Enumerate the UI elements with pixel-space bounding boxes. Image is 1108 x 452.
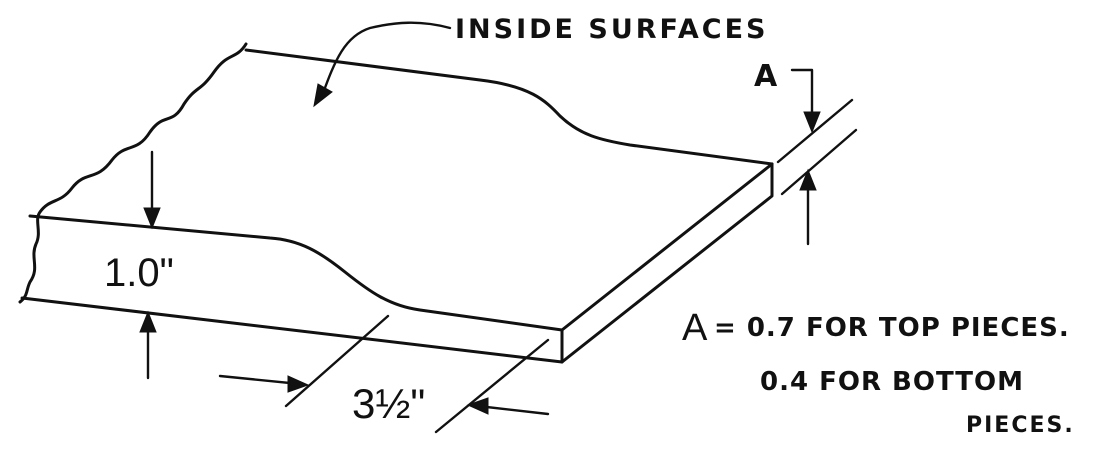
- bottom-front-edge: [20, 296, 564, 364]
- thickness-arrowhead-bottom: [139, 310, 157, 333]
- dim-a-label: A: [754, 59, 778, 94]
- note-line-3: PIECES.: [966, 413, 1075, 438]
- width-leader-right: [476, 404, 550, 416]
- width-arrowhead-right: [466, 397, 489, 415]
- right-side-edge: [560, 162, 774, 364]
- a-arrowhead-top: [803, 111, 821, 134]
- broken-edge-line: [18, 42, 248, 304]
- right-top-edge: [560, 162, 774, 332]
- width-arrowhead-left: [287, 375, 310, 393]
- width-extension-left: [284, 314, 390, 408]
- top-front-edge: [28, 214, 564, 332]
- a-leader-top: [790, 68, 814, 128]
- extension-line-upper: [776, 98, 854, 164]
- width-leader-left: [218, 374, 302, 386]
- board: [18, 42, 774, 364]
- inside-surfaces-callout: INSIDE SURFACES: [313, 14, 769, 108]
- top-back-edge: [244, 48, 774, 166]
- width-extension-right: [434, 338, 550, 434]
- thickness-label: 1.0": [104, 251, 174, 295]
- note-block: A = 0.7 FOR TOP PIECES. 0.4 FOR BOTTOM P…: [682, 307, 1075, 438]
- inside-surfaces-arrowhead: [313, 83, 333, 108]
- dimension-width: 3½": [218, 314, 550, 434]
- a-arrowhead-bottom: [799, 168, 817, 191]
- note-line-1: = 0.7 FOR TOP PIECES.: [714, 313, 1070, 343]
- width-label: 3½": [352, 380, 425, 427]
- dimension-a: A: [754, 59, 858, 246]
- dimension-thickness: 1.0": [104, 150, 174, 380]
- note-a-prefix: A: [682, 307, 708, 349]
- inside-surfaces-leader: [320, 21, 452, 98]
- extension-line-lower: [780, 128, 858, 196]
- note-line-2: 0.4 FOR BOTTOM: [760, 367, 1024, 397]
- thickness-arrowhead-top: [143, 207, 161, 230]
- inside-surfaces-label: INSIDE SURFACES: [455, 14, 769, 45]
